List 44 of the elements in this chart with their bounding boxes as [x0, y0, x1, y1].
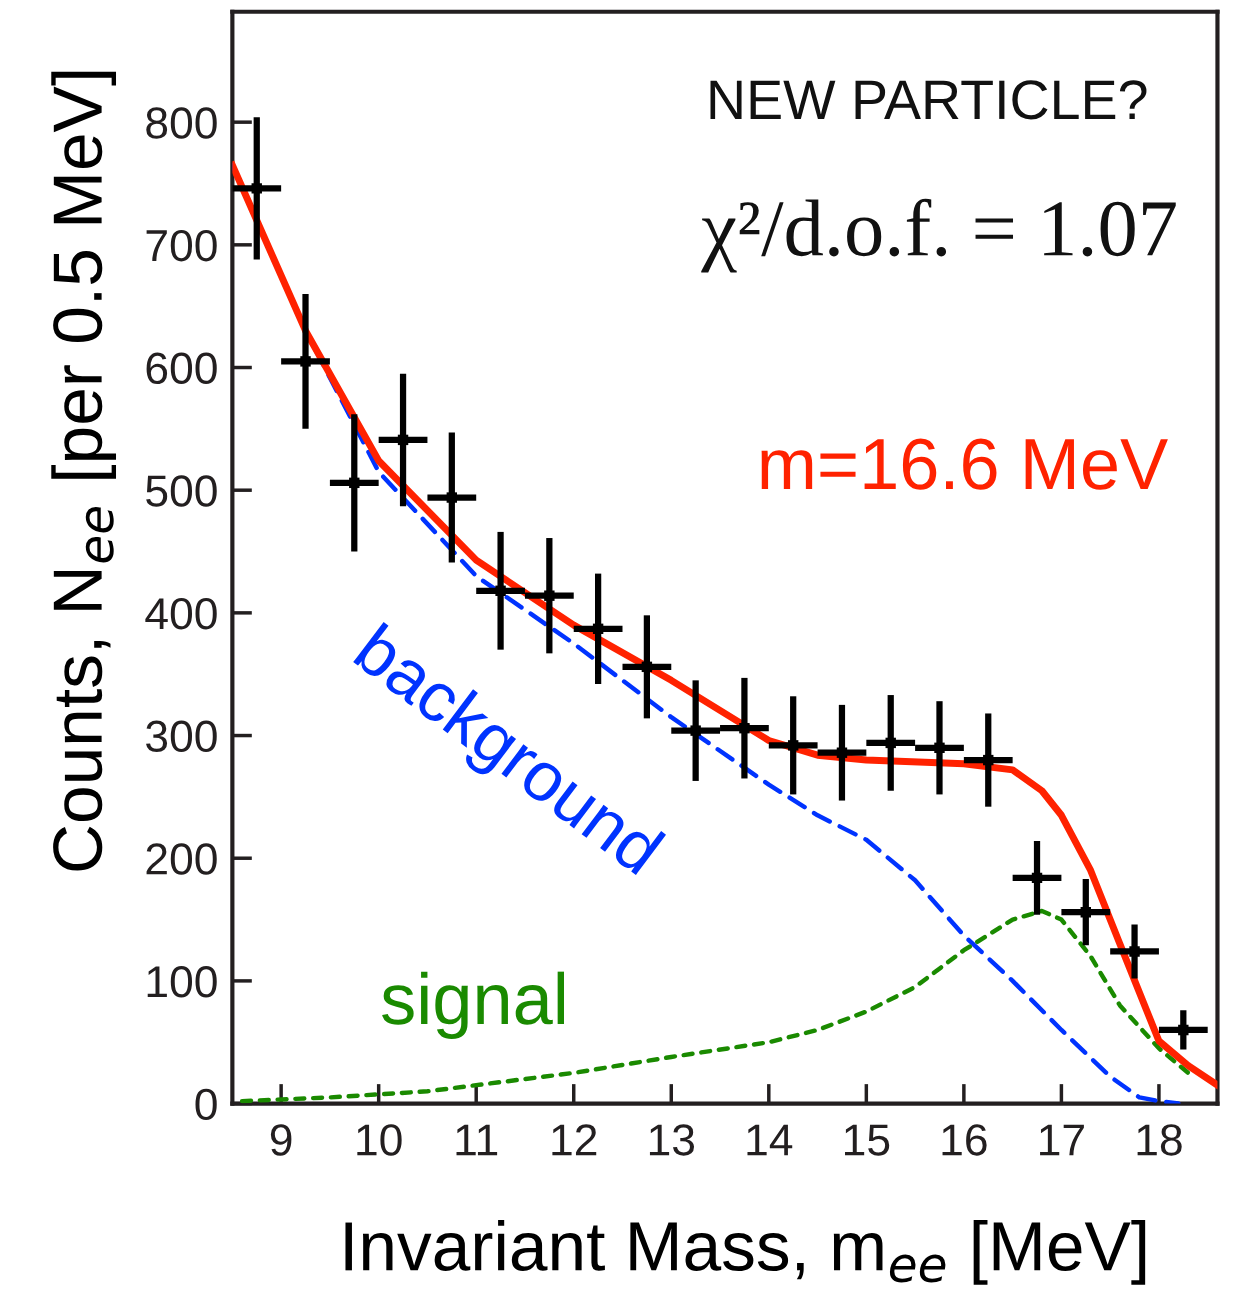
y-tick-label: 100	[147, 965, 217, 998]
y-tick-label: 300	[146, 720, 217, 753]
x-tick-label: 12	[552, 1124, 597, 1156]
x-tick-label: 9	[270, 1124, 292, 1156]
x-tick-label: 11	[456, 1124, 498, 1156]
y-tick-label: 200	[146, 843, 217, 875]
point	[1129, 946, 1140, 957]
y-tick-label: 500	[146, 475, 217, 507]
x-axis-title: Invariant Mass, m$_{ee}$ [MeV]	[345, 1220, 1146, 1285]
point	[446, 492, 458, 503]
point	[836, 747, 848, 758]
point	[1031, 872, 1043, 884]
line-series	[239, 908, 1191, 1104]
y-tick-label: 0	[195, 1088, 217, 1121]
annotation: χ²/d.o.f. = 1.07	[701, 198, 1176, 273]
text: m=16.6 MeV	[761, 438, 1168, 490]
point	[349, 477, 360, 489]
point	[885, 737, 896, 749]
point	[251, 183, 262, 194]
x-tick-label: 18	[1137, 1124, 1182, 1156]
point	[690, 725, 701, 736]
x-tick-label: 13	[649, 1124, 695, 1156]
x-tick-label: 17	[1040, 1124, 1084, 1156]
x-tick-label: 16	[942, 1124, 987, 1156]
point	[544, 590, 555, 601]
y-tick-label: 800	[146, 107, 217, 139]
point	[397, 434, 409, 446]
point	[300, 356, 311, 367]
point	[787, 740, 799, 751]
annotation: NEW PARTICLE?	[710, 80, 1147, 120]
point	[934, 742, 945, 754]
point	[1080, 906, 1091, 918]
point	[1178, 1024, 1189, 1036]
y-tick-label: 400	[145, 597, 217, 630]
y-tick-label: 700	[146, 229, 217, 262]
point	[495, 585, 506, 596]
point	[983, 754, 994, 766]
x-tick-label: 10	[357, 1124, 402, 1156]
series-label: signal	[382, 971, 565, 1039]
x-tick-label: 15	[845, 1124, 890, 1156]
y-tick-label: 600	[146, 352, 217, 385]
x-tick-label: 14	[747, 1124, 793, 1156]
y-axis-title: Counts, N$_{ee}$ [per 0.5 MeV]	[51, 71, 117, 871]
point	[739, 722, 750, 734]
